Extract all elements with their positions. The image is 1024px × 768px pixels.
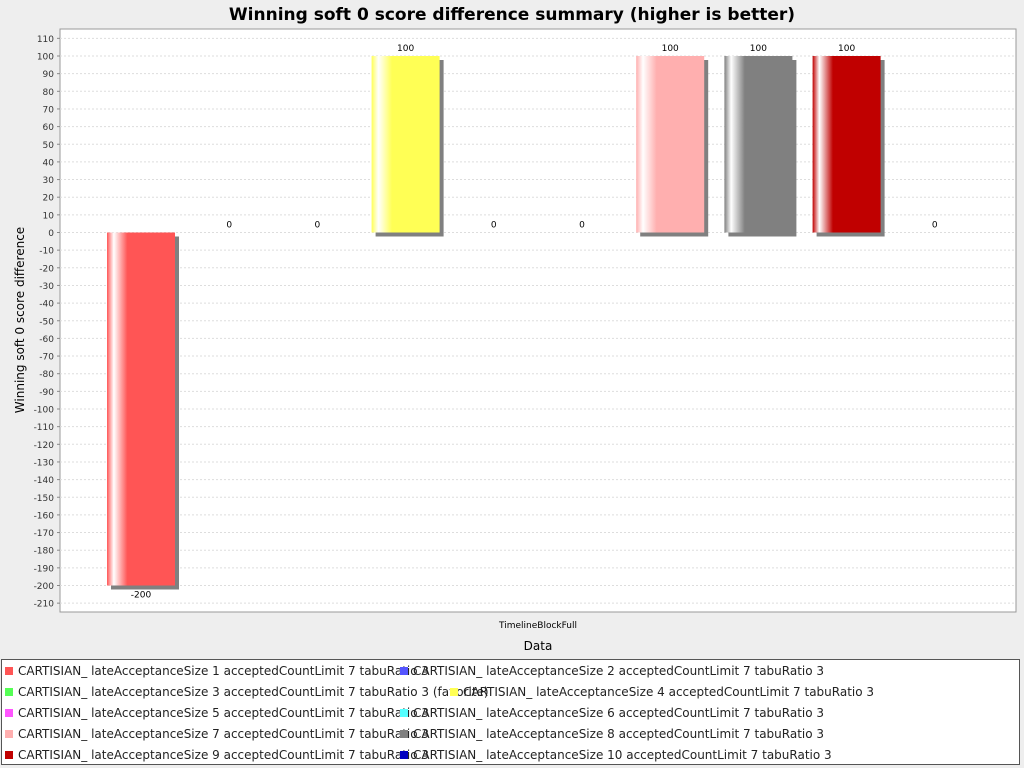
bar-value-label: 100 [750, 44, 767, 54]
y-tick-label: -20 [39, 264, 54, 274]
y-tick-label: -120 [34, 441, 55, 451]
bar-value-labels: -200 0 0 100 0 0 100 100 100 0 [131, 44, 938, 601]
y-tick-label: 0 [48, 229, 54, 239]
y-tick-label: -190 [34, 564, 55, 574]
legend-item: CARTISIAN_ lateAcceptanceSize 7 accepted… [5, 726, 429, 742]
y-tick-label: 40 [43, 158, 55, 168]
y-tick-label: -80 [39, 370, 54, 380]
bar-value-label: -200 [131, 591, 152, 601]
legend-swatch [5, 751, 13, 759]
bar-value-label: 0 [579, 221, 585, 231]
bar-series-4 [371, 56, 440, 233]
bar-value-label: 0 [315, 221, 321, 231]
y-tick-label: 30 [43, 176, 55, 186]
y-tick-label: -100 [34, 406, 55, 416]
legend-item: CARTISIAN_ lateAcceptanceSize 4 accepted… [450, 684, 874, 700]
y-tick-label: -70 [39, 353, 54, 363]
legend-swatch [400, 730, 408, 738]
legend: CARTISIAN_ lateAcceptanceSize 1 accepted… [1, 659, 1020, 765]
legend-label: CARTISIAN_ lateAcceptanceSize 3 accepted… [18, 685, 489, 699]
legend-item: CARTISIAN_ lateAcceptanceSize 10 accepte… [400, 747, 832, 763]
legend-label: CARTISIAN_ lateAcceptanceSize 2 accepted… [413, 664, 825, 678]
legend-swatch [5, 709, 13, 717]
y-tick-label: -160 [34, 511, 55, 521]
x-category-label: TimelineBlockFull [498, 621, 577, 631]
y-tick-label: 60 [43, 123, 55, 133]
legend-item: CARTISIAN_ lateAcceptanceSize 3 accepted… [5, 684, 489, 700]
y-tick-label: 100 [37, 53, 54, 63]
y-tick-label: -130 [34, 458, 55, 468]
legend-swatch [5, 667, 13, 675]
chart-canvas: Winning soft 0 score difference summary … [13, 5, 1017, 653]
legend-item: CARTISIAN_ lateAcceptanceSize 2 accepted… [400, 663, 824, 679]
legend-label: CARTISIAN_ lateAcceptanceSize 7 accepted… [18, 727, 430, 741]
y-tick-label: 110 [37, 35, 54, 45]
legend-label: CARTISIAN_ lateAcceptanceSize 8 accepted… [413, 727, 825, 741]
legend-label: CARTISIAN_ lateAcceptanceSize 10 accepte… [413, 748, 832, 762]
bar-value-label: 100 [838, 44, 855, 54]
y-tick-label: -90 [39, 388, 54, 398]
legend-label: CARTISIAN_ lateAcceptanceSize 1 accepted… [18, 664, 430, 678]
y-tick-label: 70 [43, 105, 55, 115]
bar-value-label: 0 [932, 221, 938, 231]
y-tick-label: -40 [39, 300, 54, 310]
legend-swatch [400, 667, 408, 675]
bar-series-7 [636, 56, 705, 233]
y-tick-label: -30 [39, 282, 54, 292]
y-tick-label: -210 [34, 600, 55, 610]
y-tick-label: -140 [34, 476, 55, 486]
bar-value-label: 0 [226, 221, 232, 231]
legend-label: CARTISIAN_ lateAcceptanceSize 6 accepted… [413, 706, 825, 720]
legend-swatch [5, 688, 13, 696]
y-tick-label: -10 [39, 247, 54, 257]
bar-value-label: 100 [397, 44, 414, 54]
legend-label: CARTISIAN_ lateAcceptanceSize 9 accepted… [18, 748, 430, 762]
legend-item: CARTISIAN_ lateAcceptanceSize 8 accepted… [400, 726, 824, 742]
legend-swatch [5, 730, 13, 738]
bar-value-label: 0 [491, 221, 497, 231]
legend-label: CARTISIAN_ lateAcceptanceSize 4 accepted… [463, 685, 875, 699]
y-tick-label: 50 [43, 141, 55, 151]
grid-lines [60, 37, 1016, 604]
y-tick-label: 20 [43, 194, 55, 204]
y-tick-label: -200 [34, 582, 55, 592]
y-tick-label: 10 [43, 211, 55, 221]
legend-item: CARTISIAN_ lateAcceptanceSize 5 accepted… [5, 705, 429, 721]
legend-swatch [450, 688, 458, 696]
bars [107, 56, 885, 590]
bar-value-label: 100 [662, 44, 679, 54]
y-tick-label: 90 [43, 70, 55, 80]
x-axis-label: Data [524, 639, 553, 653]
y-tick-label: -150 [34, 494, 55, 504]
bar-series-8 [724, 56, 793, 233]
y-tick-label: -180 [34, 547, 55, 557]
chart-title: Winning soft 0 score difference summary … [229, 5, 795, 25]
y-axis-ticks: 1101009080706050403020100-10-20-30-40-50… [34, 35, 60, 610]
y-tick-label: -170 [34, 529, 55, 539]
y-tick-label: -60 [39, 335, 54, 345]
y-tick-label: -110 [34, 423, 55, 433]
legend-item: CARTISIAN_ lateAcceptanceSize 9 accepted… [5, 747, 429, 763]
legend-swatch [400, 709, 408, 717]
legend-item: CARTISIAN_ lateAcceptanceSize 1 accepted… [5, 663, 429, 679]
legend-item: CARTISIAN_ lateAcceptanceSize 6 accepted… [400, 705, 824, 721]
legend-label: CARTISIAN_ lateAcceptanceSize 5 accepted… [18, 706, 430, 720]
y-tick-label: -50 [39, 317, 54, 327]
legend-swatch [400, 751, 408, 759]
bar-series-1 [107, 232, 175, 586]
bar-series-9 [812, 56, 881, 233]
y-axis-label: Winning soft 0 score difference [13, 227, 27, 413]
y-tick-label: 80 [43, 88, 55, 98]
